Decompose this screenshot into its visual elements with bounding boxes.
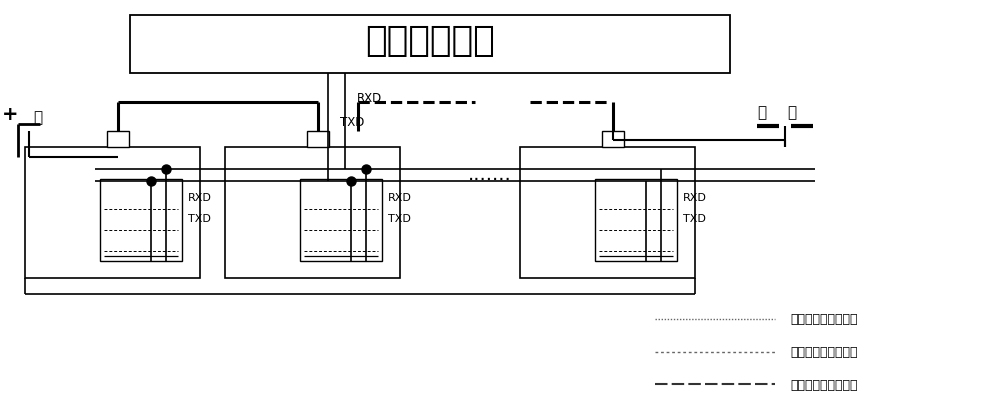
Text: RXD: RXD <box>683 192 707 202</box>
Text: TXD: TXD <box>188 214 211 224</box>
FancyBboxPatch shape <box>130 16 730 74</box>
Text: 单体电池电压采集线: 单体电池电压采集线 <box>790 312 858 326</box>
Text: ·······: ······· <box>468 171 512 189</box>
FancyBboxPatch shape <box>300 180 382 262</box>
Text: TXD: TXD <box>683 214 706 224</box>
Text: 单体电池内阻采集线: 单体电池内阻采集线 <box>790 378 858 391</box>
Text: TXD: TXD <box>340 116 364 129</box>
Text: －: － <box>787 105 796 120</box>
Text: 直流监控单元: 直流监控单元 <box>365 24 495 58</box>
FancyBboxPatch shape <box>25 147 200 278</box>
Text: +: + <box>2 105 18 124</box>
Text: 单体电池温度采集线: 单体电池温度采集线 <box>790 345 858 358</box>
Text: RXD: RXD <box>388 192 412 202</box>
FancyBboxPatch shape <box>602 132 624 147</box>
FancyBboxPatch shape <box>520 147 695 278</box>
Text: TXD: TXD <box>388 214 411 224</box>
Text: RXD: RXD <box>357 92 382 105</box>
FancyBboxPatch shape <box>100 180 182 262</box>
FancyBboxPatch shape <box>307 132 329 147</box>
FancyBboxPatch shape <box>225 147 400 278</box>
FancyBboxPatch shape <box>107 132 129 147</box>
Text: RXD: RXD <box>188 192 212 202</box>
Text: －: － <box>33 110 42 125</box>
FancyBboxPatch shape <box>595 180 677 262</box>
Text: －: － <box>757 105 766 120</box>
